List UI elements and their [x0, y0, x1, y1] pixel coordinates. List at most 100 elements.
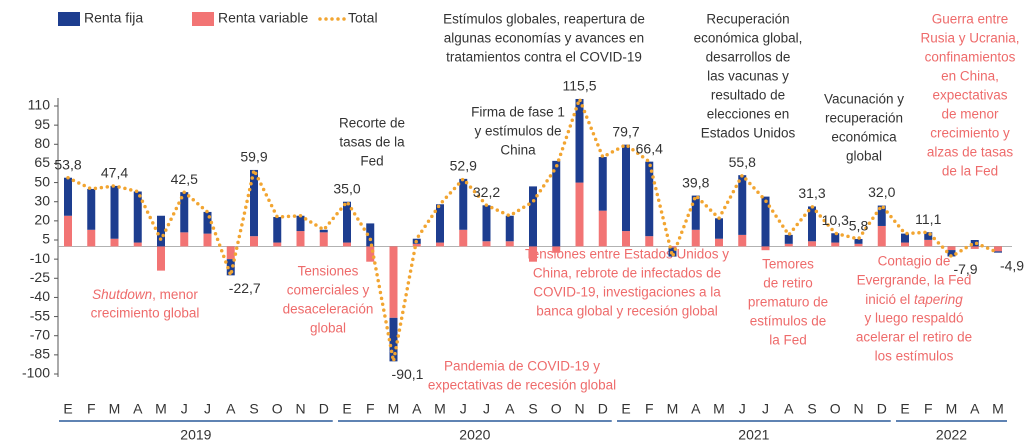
bar	[877, 225, 886, 247]
x-tick-label: F	[645, 401, 654, 417]
annotation: Guerra entre Rusia y Ucrania, confinamie…	[920, 12, 1019, 179]
bar	[552, 246, 561, 253]
annotation-line: expectativas de recesión global	[428, 378, 616, 393]
annotation-line: crecimiento y	[930, 126, 1010, 141]
annotation-line: comerciales y	[287, 283, 370, 298]
annotation-line: desarrollos de	[706, 50, 791, 65]
bar	[994, 246, 1002, 252]
annotation-line: y estímulos de	[474, 124, 561, 139]
annotation-line: China	[500, 143, 536, 158]
bar	[110, 238, 119, 247]
bar	[691, 195, 700, 230]
annotation: Firma de fase 1 y estímulos de China	[471, 105, 565, 158]
bar	[505, 241, 514, 247]
x-tick-label: A	[505, 401, 515, 417]
annotation-line: de retiro	[763, 276, 813, 291]
x-tick-label: A	[412, 401, 422, 417]
bar	[808, 206, 816, 242]
annotation-line: estímulos de	[750, 314, 827, 329]
x-tick-label: M	[713, 401, 725, 417]
annotation: Vacunación y recuperación económica glob…	[824, 92, 904, 164]
bar	[366, 246, 375, 262]
legend-swatch	[192, 12, 214, 26]
x-tick-label: E	[63, 401, 72, 417]
year-label: 2019	[180, 427, 211, 443]
annotation: Temores de retiro prematuro de estímulos…	[748, 257, 828, 348]
annotation-line: banca global y recesión global	[536, 304, 718, 319]
bar	[715, 238, 723, 247]
annotation-line: global	[310, 321, 346, 336]
annotation-line: Contagio de	[878, 254, 951, 269]
x-tick-label: M	[667, 401, 679, 417]
bar	[250, 236, 258, 247]
x-tick-label: F	[924, 401, 933, 417]
x-tick-label: E	[342, 401, 351, 417]
y-tick-label: -85	[30, 346, 50, 362]
y-tick-label: -100	[22, 365, 50, 381]
bar	[389, 246, 398, 318]
annotation: Tensiones entre Estados Unidos y China, …	[525, 247, 729, 319]
legend-label: Renta variable	[218, 10, 308, 26]
x-tick-label: A	[133, 401, 143, 417]
x-tick-label: M	[992, 401, 1004, 417]
legend-swatch	[58, 12, 80, 26]
y-tick-label: 65	[34, 154, 50, 170]
year-label: 2022	[936, 427, 967, 443]
bar	[575, 98, 584, 183]
y-tick-label: -70	[30, 326, 50, 342]
x-tick-label: J	[181, 401, 188, 417]
value-label: 59,9	[240, 149, 267, 165]
annotation-line: Vacunación y	[824, 92, 904, 107]
year-label: 2020	[459, 427, 490, 443]
annotation-line: COVID-19, investigaciones a la	[533, 285, 721, 300]
bar	[994, 251, 1002, 253]
value-label: 10,3	[822, 212, 849, 228]
bar	[389, 317, 398, 362]
bar	[924, 239, 933, 247]
legend-label: Total	[348, 10, 378, 26]
bar	[366, 223, 375, 247]
year-label: 2021	[738, 427, 769, 443]
annotation-line: inició el tapering	[865, 292, 963, 307]
value-label: 53,8	[54, 156, 81, 172]
value-label: 66,4	[636, 140, 663, 156]
bar	[715, 218, 723, 239]
bar	[482, 205, 491, 242]
bar	[761, 246, 770, 251]
x-tick-label: A	[970, 401, 980, 417]
bar	[64, 177, 72, 216]
bar	[436, 204, 444, 243]
bar	[319, 229, 328, 233]
bar	[87, 188, 96, 230]
annotation: Recuperación económica global, desarroll…	[694, 12, 803, 141]
bar	[157, 246, 165, 271]
annotation-line: tasas de la	[339, 135, 405, 150]
annotation-line: Estímulos globales, reapertura de	[443, 12, 645, 27]
annotation-line: alzas de tasas	[927, 145, 1014, 160]
annotation: Contagio de Evergrande, la Fed inició el…	[856, 254, 972, 364]
annotation-line: expectativas	[932, 88, 1007, 103]
bar	[738, 234, 747, 247]
bar	[226, 246, 235, 260]
bar	[203, 211, 212, 234]
bar	[645, 161, 654, 237]
bar	[459, 229, 468, 247]
value-label: 39,8	[682, 174, 709, 190]
bar	[901, 233, 909, 243]
y-tick-label: -10	[30, 250, 50, 266]
value-label: 55,8	[729, 154, 756, 170]
bar	[738, 175, 747, 235]
annotation-line: Tensiones	[298, 264, 359, 279]
x-tick-label: O	[551, 401, 562, 417]
annotation-line: Shutdown, menor	[92, 287, 198, 302]
bar	[180, 232, 189, 247]
annotation-line: Temores	[762, 257, 814, 272]
bar	[482, 241, 491, 247]
y-tick-label: 20	[34, 212, 50, 228]
bar	[250, 169, 258, 237]
annotation-line: global	[846, 149, 882, 164]
annotation-line: crecimiento global	[91, 306, 200, 321]
annotation-line: de la Fed	[942, 164, 998, 179]
y-tick-label: 50	[34, 173, 50, 189]
x-tick-label: M	[109, 401, 121, 417]
